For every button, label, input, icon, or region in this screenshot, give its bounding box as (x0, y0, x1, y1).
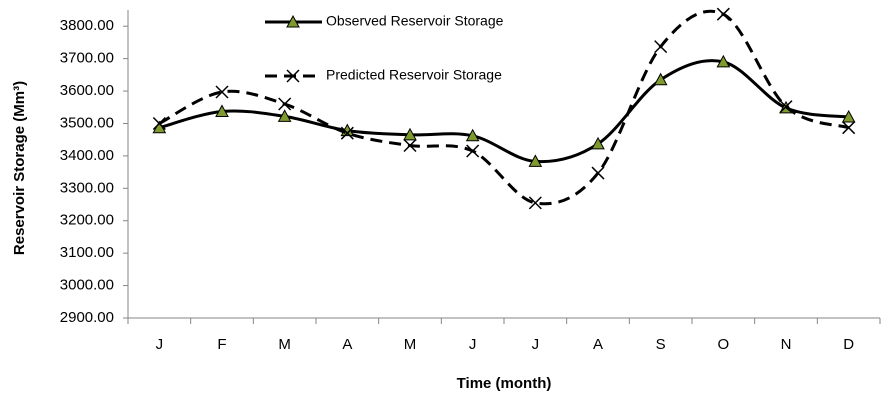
data-point (340, 126, 354, 140)
y-tick-label: 3200.00 (60, 212, 114, 229)
data-point (779, 100, 793, 114)
y-tick-label: 3300.00 (60, 179, 114, 196)
y-tick-label: 3000.00 (60, 277, 114, 294)
legend-marker (286, 14, 300, 28)
y-tick-label: 3700.00 (60, 50, 114, 67)
x-tick-label: D (843, 336, 854, 353)
x-axis-title: Time (month) (457, 375, 552, 392)
y-tick-label: 3500.00 (60, 114, 114, 131)
data-point (215, 85, 229, 99)
x-tick-label: S (656, 336, 666, 353)
x-tick-label: J (469, 336, 477, 353)
legend-text: Predicted Reservoir Storage (326, 67, 502, 83)
x-tick-label: J (156, 336, 164, 353)
data-point (716, 7, 730, 21)
x-tick-label: M (278, 336, 291, 353)
data-point (653, 72, 668, 86)
y-axis-title: Reservoir Storage (Mm³) (11, 81, 28, 255)
data-point (152, 116, 166, 131)
data-point (277, 109, 292, 122)
data-point (591, 166, 605, 180)
y-tick-label: 3600.00 (60, 82, 114, 99)
data-point (716, 54, 731, 68)
x-tick-label: N (781, 336, 792, 353)
series-line (158, 9, 850, 206)
legend-text: Observed Reservoir Storage (326, 13, 504, 29)
data-point (466, 144, 480, 158)
data-point (528, 196, 542, 210)
x-tick-label: J (532, 336, 540, 353)
data-point (654, 40, 668, 54)
x-tick-label: F (217, 336, 226, 353)
x-tick-label: A (342, 336, 352, 353)
y-tick-label: 3100.00 (60, 244, 114, 261)
x-tick-label: O (717, 336, 729, 353)
data-point (841, 109, 856, 123)
y-tick-label: 3400.00 (60, 147, 114, 164)
x-tick-label: A (593, 336, 603, 353)
data-point (842, 121, 856, 135)
y-tick-label: 3800.00 (60, 17, 114, 34)
series-line (158, 59, 849, 164)
x-tick-label: M (404, 336, 417, 353)
legend-marker (286, 69, 300, 83)
data-point (465, 128, 480, 142)
y-tick-label: 2900.00 (60, 309, 114, 326)
data-point (215, 104, 229, 117)
data-point (403, 127, 417, 141)
data-point (591, 136, 605, 150)
data-point (403, 138, 417, 153)
data-point (528, 154, 543, 167)
data-point (278, 97, 292, 111)
